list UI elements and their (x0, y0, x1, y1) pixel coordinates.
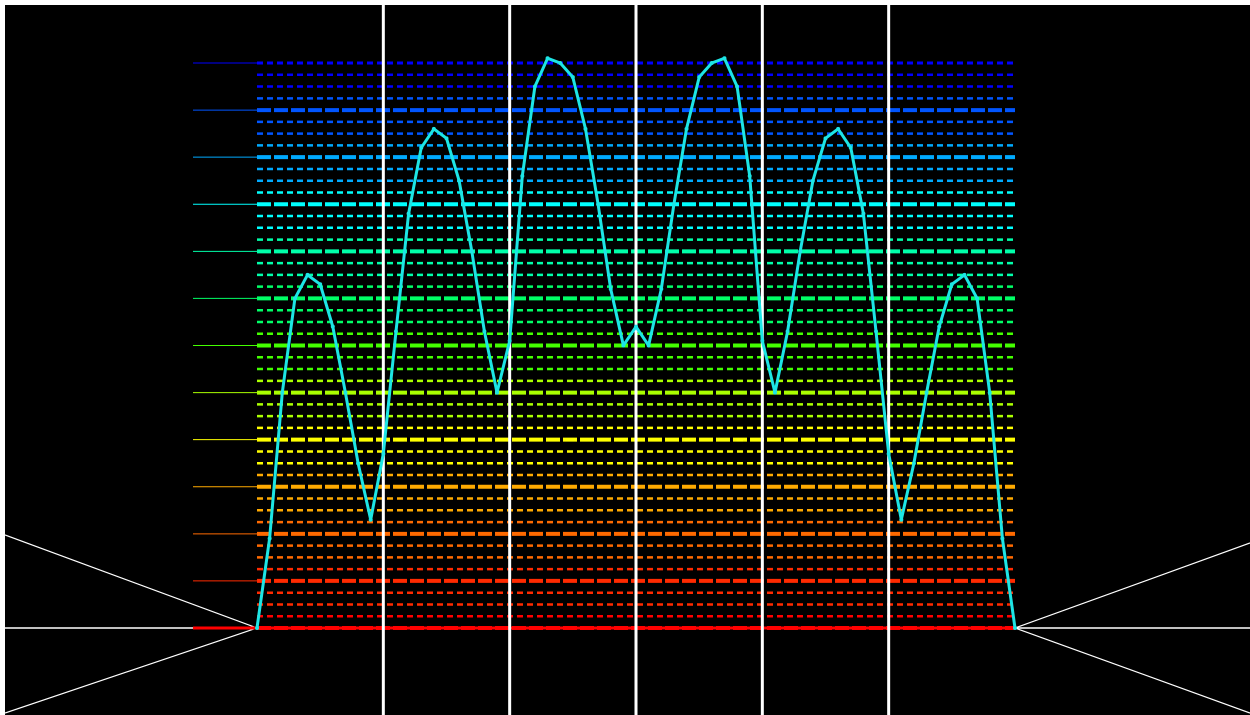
data-point (772, 390, 777, 395)
data-point (393, 329, 398, 334)
data-point (634, 324, 638, 329)
data-point (848, 145, 853, 150)
data-point (608, 287, 613, 291)
guide-line-left-upper (5, 534, 258, 629)
data-point (1000, 536, 1005, 541)
data-point (861, 211, 866, 216)
guide-line-left-lower (5, 627, 258, 714)
chart-viewport (5, 5, 1250, 715)
data-point (621, 343, 626, 348)
guide-line-right-upper (1014, 542, 1250, 629)
data-point (975, 296, 980, 301)
data-point (457, 178, 462, 183)
data-point (924, 390, 929, 395)
data-point (671, 202, 676, 207)
data-point (532, 84, 537, 89)
data-point (949, 282, 954, 287)
data-point (292, 296, 297, 301)
data-point (709, 61, 714, 65)
data-point (305, 272, 310, 277)
data-point (558, 61, 563, 65)
data-point (1013, 626, 1017, 630)
data-point (255, 626, 259, 630)
data-point (697, 75, 702, 80)
data-point (356, 461, 361, 466)
data-point (937, 324, 942, 329)
data-point (482, 329, 487, 334)
data-point (646, 343, 651, 348)
data-point (798, 249, 803, 254)
data-point (495, 390, 500, 395)
data-point (406, 211, 411, 216)
data-point (343, 390, 348, 395)
data-point (785, 329, 790, 334)
data-point (810, 178, 815, 183)
data-point (722, 56, 727, 61)
data-point (520, 174, 525, 178)
data-point (330, 324, 335, 329)
data-point (874, 329, 879, 334)
data-point (886, 451, 891, 456)
data-point (987, 390, 992, 395)
data-point (962, 272, 967, 277)
data-point (823, 136, 828, 141)
data-point (659, 287, 664, 291)
data-point (684, 126, 689, 131)
data-point (911, 461, 916, 466)
data-point (507, 338, 512, 343)
data-point (368, 517, 373, 522)
data-point (545, 56, 550, 61)
data-point (280, 390, 285, 395)
data-point (747, 174, 752, 178)
data-point (318, 282, 323, 287)
data-point (381, 451, 386, 456)
guide-line-right-lower (1014, 627, 1250, 714)
data-point (583, 126, 588, 131)
data-point (267, 536, 272, 541)
data-point (836, 126, 841, 131)
plot-area (5, 5, 1250, 715)
data-point (419, 145, 424, 150)
data-point (760, 338, 765, 343)
data-point (431, 126, 436, 131)
data-point (899, 517, 904, 522)
data-point (570, 75, 575, 80)
data-point (596, 202, 601, 207)
data-point (735, 84, 740, 89)
data-point (469, 249, 474, 254)
data-point (444, 136, 449, 141)
